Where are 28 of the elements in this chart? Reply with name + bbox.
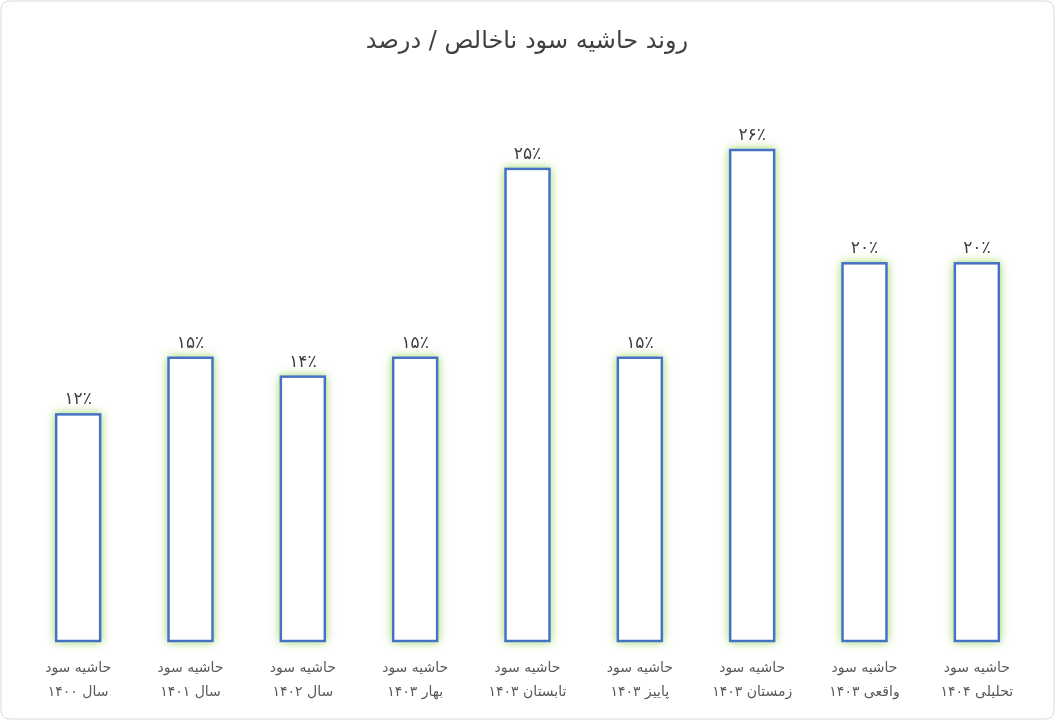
bar <box>841 262 888 643</box>
bar <box>54 413 102 643</box>
data-label: ۲۰٪ <box>963 237 991 258</box>
data-label: ۲۵٪ <box>513 142 542 163</box>
data-label: ۱۴٪ <box>289 350 317 371</box>
x-tick-label: حاشیه سود سال ۱۴۰۲ <box>269 659 336 699</box>
x-tick-label: حاشیه سود پاییز ۱۴۰۳ <box>606 659 673 700</box>
bar <box>279 375 327 643</box>
bar <box>728 148 776 643</box>
data-label: ۱۵٪ <box>401 331 429 352</box>
bar <box>953 262 1001 643</box>
x-tick-label: حاشیه سود سال ۱۴۰۰ <box>45 659 112 699</box>
data-label: ۲۶٪ <box>738 124 766 144</box>
bar <box>391 356 439 643</box>
x-tick-label: حاشیه سود واقعی ۱۴۰۳ <box>829 659 900 700</box>
bar <box>504 167 551 643</box>
chart-title: روند حاشیه سود ناخالص / درصد <box>365 26 689 54</box>
data-label: ۱۲٪ <box>64 388 92 409</box>
bar <box>167 356 214 643</box>
data-label: ۱۵٪ <box>626 331 654 352</box>
x-tick-label: حاشیه سود زمستان ۱۴۰۳ <box>712 659 793 700</box>
x-tick-label: حاشیه سود تابستان ۱۴۰۳ <box>488 659 567 699</box>
data-label: ۱۵٪ <box>176 331 205 352</box>
x-tick-label: حاشیه سود بهار ۱۴۰۳ <box>382 659 449 700</box>
x-tick-label: حاشیه سود تحلیلی ۱۴۰۴ <box>940 659 1014 699</box>
data-label: ۲۰٪ <box>850 237 879 258</box>
bar <box>616 356 664 643</box>
x-tick-label: حاشیه سود سال ۱۴۰۱ <box>157 659 224 699</box>
